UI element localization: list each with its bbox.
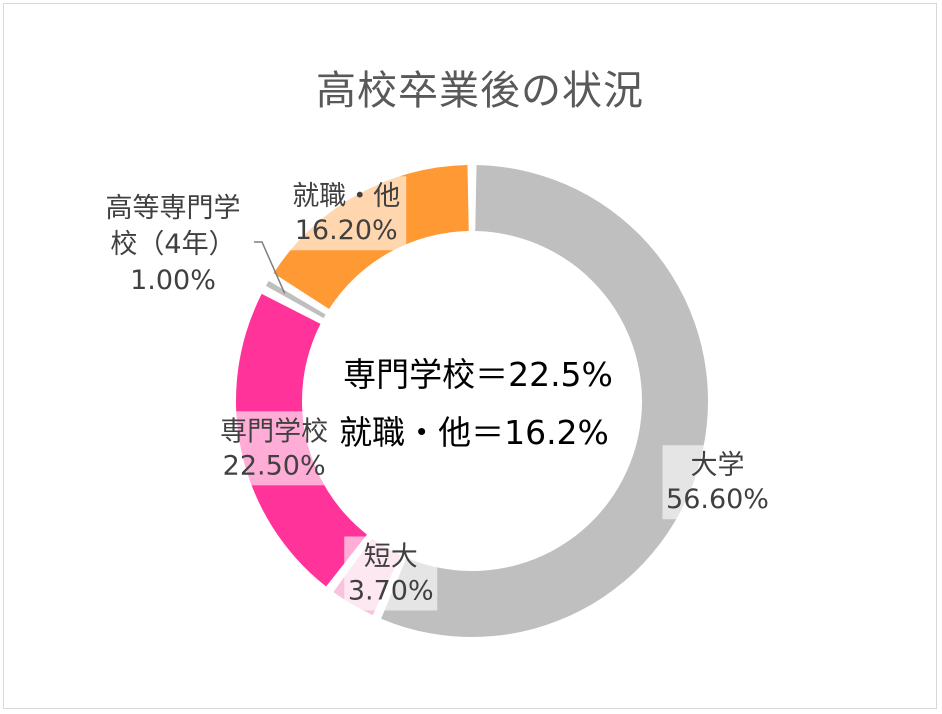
slice-name-label: 短大: [364, 541, 418, 572]
center-annotation-0: 専門学校＝22.5%: [343, 355, 613, 394]
donut-slice-3: [265, 280, 326, 319]
slice-value-label: 1.00%: [130, 265, 216, 296]
slice-label-4: 就職・他16.20%: [286, 176, 407, 251]
chart-title: 高校卒業後の状況: [316, 68, 644, 114]
slice-name-label: 高等専門学: [106, 193, 241, 224]
slice-value-label: 56.60%: [666, 484, 769, 515]
slice-label-box: [214, 411, 335, 486]
slice-name-label: 校（4年）: [110, 229, 235, 260]
slice-value-label: 3.70%: [348, 575, 434, 606]
slice-label-box: [662, 445, 773, 520]
center-annotation-1: 就職・他＝16.2%: [339, 413, 609, 452]
leader-line: [254, 241, 286, 294]
slice-label-box: [344, 536, 438, 611]
slice-label-box: [286, 176, 407, 251]
slice-name-label: 専門学校: [220, 416, 328, 447]
slice-name-label: 就職・他: [292, 181, 400, 212]
slice-name-label: 大学: [691, 450, 745, 481]
donut-slice-0: [381, 165, 708, 637]
slice-value-label: 16.20%: [295, 215, 398, 246]
slice-label-1: 短大3.70%: [344, 536, 438, 611]
slice-value-label: 22.50%: [223, 450, 326, 481]
